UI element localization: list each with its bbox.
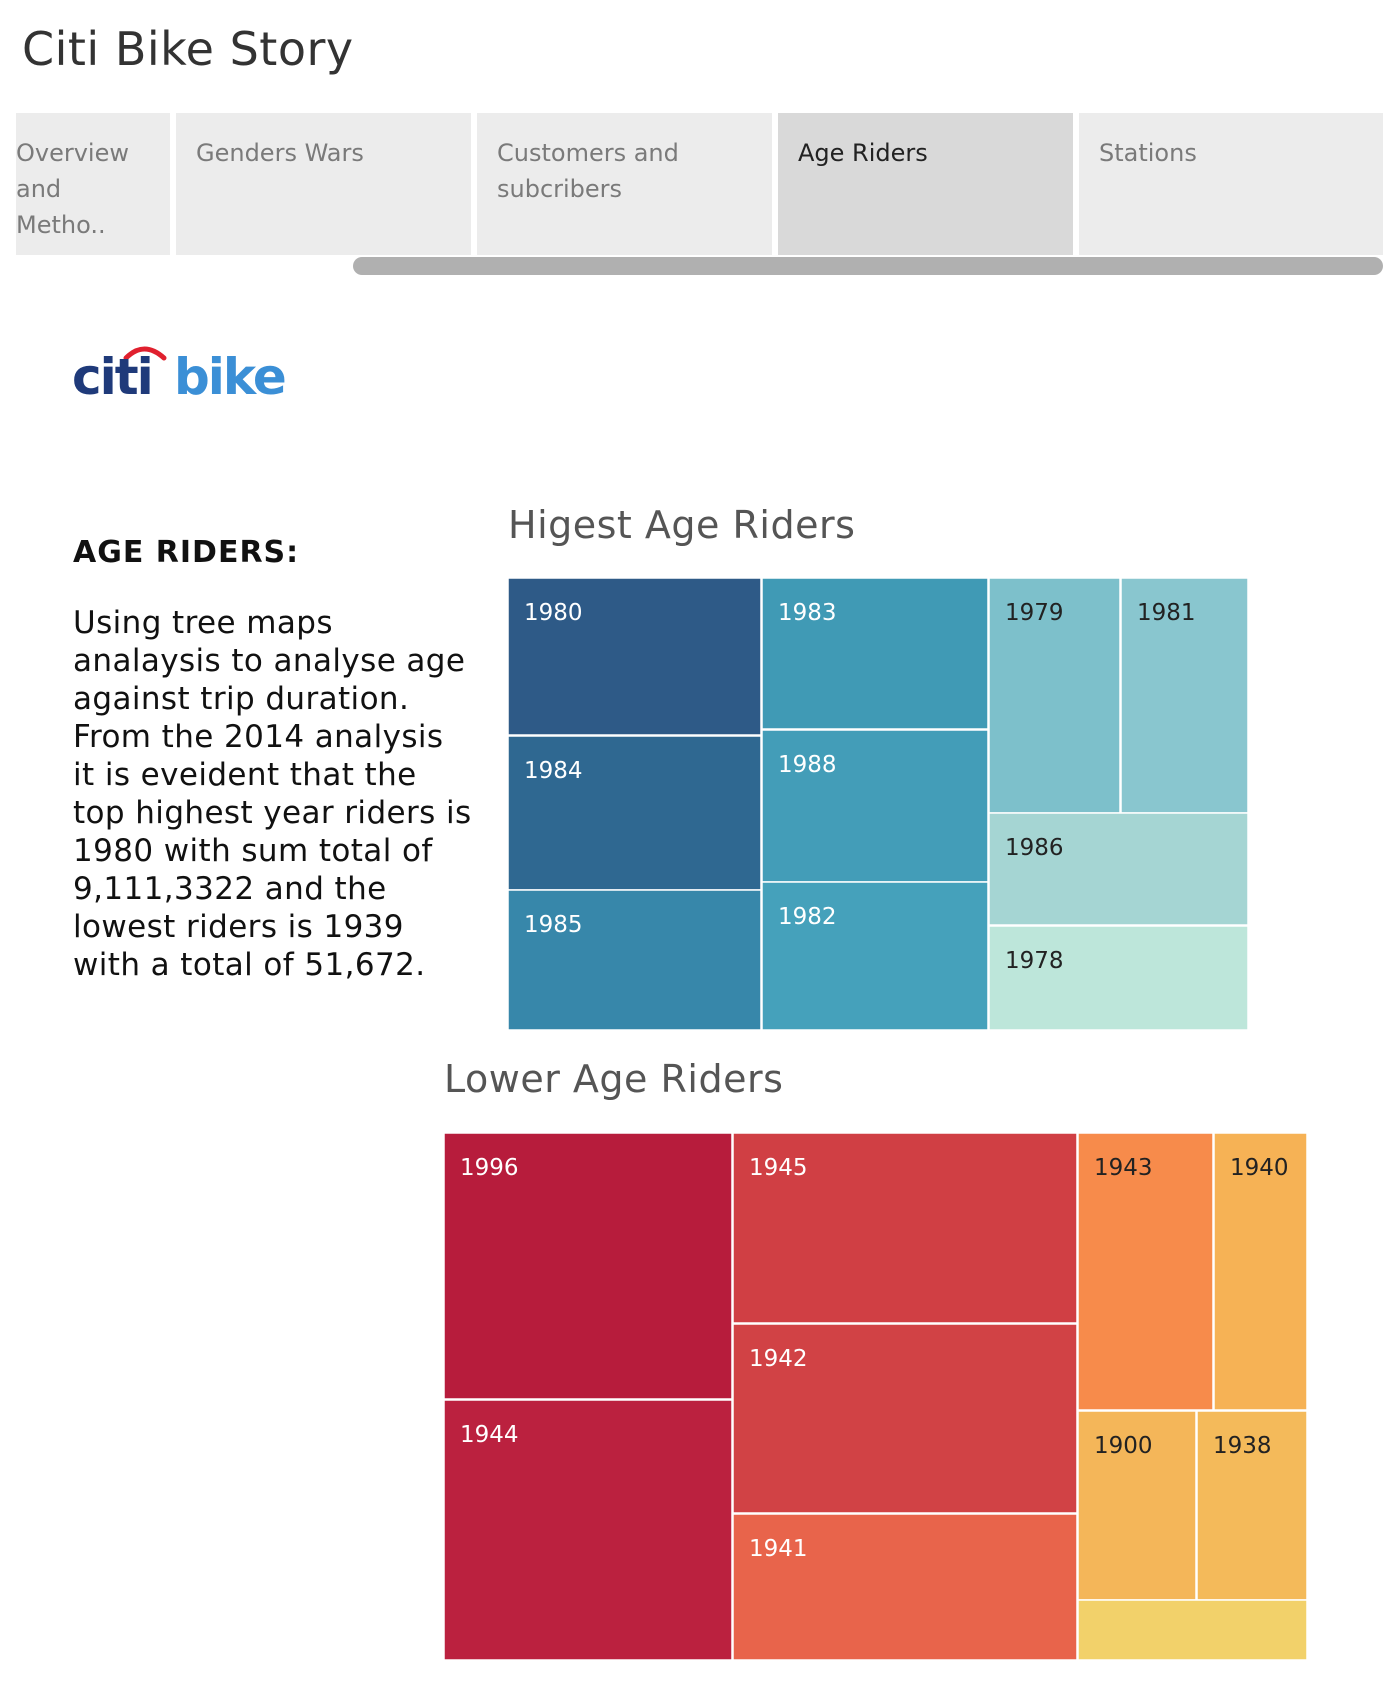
tab-label-line1: Stations bbox=[1099, 139, 1197, 167]
tab-label-line1: Customers and bbox=[497, 139, 679, 167]
treemap-label-1988: 1988 bbox=[778, 752, 837, 778]
treemap-label-1938: 1938 bbox=[1213, 1433, 1272, 1459]
tab-label-line1: Overview bbox=[16, 139, 129, 167]
story-title: Citi Bike Story bbox=[22, 22, 354, 76]
logo-text-citi: citi bbox=[72, 348, 152, 406]
treemap-cell-1942[interactable] bbox=[732, 1323, 1078, 1514]
logo-arc bbox=[123, 346, 167, 361]
highest-chart-title: Higest Age Riders bbox=[508, 503, 856, 547]
treemap-cell-1945[interactable] bbox=[732, 1132, 1078, 1324]
treemap-cell-1900[interactable] bbox=[1077, 1410, 1197, 1601]
treemap-cell-1985[interactable] bbox=[507, 889, 762, 1031]
description-body: Using tree maps analaysis to analyse age… bbox=[73, 605, 472, 983]
tab-customers-subscribers[interactable]: Customers and subcribers bbox=[477, 113, 772, 255]
tab-label-line2: subcribers bbox=[497, 175, 623, 203]
treemap-label-1900: 1900 bbox=[1094, 1433, 1153, 1459]
treemap-label-1984: 1984 bbox=[524, 758, 583, 784]
treemap-cell-1944[interactable] bbox=[443, 1399, 733, 1661]
treemap-cell-1978[interactable] bbox=[988, 925, 1249, 1031]
treemap-cell-1980[interactable] bbox=[507, 577, 762, 736]
treemap-label-1978: 1978 bbox=[1005, 948, 1064, 974]
lower-chart-title: Lower Age Riders bbox=[444, 1057, 784, 1101]
story-tabs: Overview and Metho.. Genders Wars Custom… bbox=[16, 113, 1383, 255]
description-panel: AGE RIDERS: Using tree maps analaysis to… bbox=[73, 535, 473, 984]
treemap-cell-1979[interactable] bbox=[988, 577, 1121, 814]
treemap-label-1980: 1980 bbox=[524, 600, 583, 626]
citibike-logo: citi bike bbox=[72, 346, 287, 406]
treemap-label-1996: 1996 bbox=[460, 1155, 519, 1181]
treemap-label-1940: 1940 bbox=[1230, 1155, 1289, 1181]
treemap-label-1979: 1979 bbox=[1005, 600, 1064, 626]
tab-label-line1: Age Riders bbox=[798, 139, 928, 167]
description-heading: AGE RIDERS: bbox=[73, 535, 300, 570]
treemap-cell-1982[interactable] bbox=[761, 881, 989, 1031]
treemap-cell-1996[interactable] bbox=[443, 1132, 733, 1400]
tabs-scrollbar[interactable] bbox=[353, 257, 1383, 275]
treemap-label-1985: 1985 bbox=[524, 912, 583, 938]
treemap-cell-1988[interactable] bbox=[761, 729, 989, 883]
treemap-cell-unlabeled[interactable] bbox=[1077, 1599, 1308, 1661]
tab-label-line2: and Metho.. bbox=[16, 175, 106, 239]
tab-label-line1: Genders Wars bbox=[196, 139, 364, 167]
treemap-label-1983: 1983 bbox=[778, 600, 837, 626]
tab-genders-wars[interactable]: Genders Wars bbox=[176, 113, 471, 255]
treemap-label-1981: 1981 bbox=[1137, 600, 1196, 626]
treemap-label-1944: 1944 bbox=[460, 1422, 519, 1448]
tab-stations[interactable]: Stations bbox=[1079, 113, 1383, 255]
treemap-cell-1981[interactable] bbox=[1120, 577, 1249, 814]
treemap-label-1945: 1945 bbox=[749, 1155, 808, 1181]
treemap-cell-1940[interactable] bbox=[1213, 1132, 1308, 1411]
treemap-label-1942: 1942 bbox=[749, 1346, 808, 1372]
treemap-cell-1941[interactable] bbox=[732, 1513, 1078, 1661]
treemap-cell-1983[interactable] bbox=[761, 577, 989, 730]
treemap-label-1943: 1943 bbox=[1094, 1155, 1153, 1181]
tab-age-riders[interactable]: Age Riders bbox=[778, 113, 1073, 255]
treemap-cell-1943[interactable] bbox=[1077, 1132, 1214, 1411]
treemap-cell-1986[interactable] bbox=[988, 812, 1249, 926]
treemap-label-1986: 1986 bbox=[1005, 835, 1064, 861]
treemap-label-1941: 1941 bbox=[749, 1536, 808, 1562]
treemap-label-1982: 1982 bbox=[778, 904, 837, 930]
treemap-cell-1984[interactable] bbox=[507, 735, 762, 891]
logo-text-bike: bike bbox=[174, 348, 285, 406]
lower-age-treemap[interactable]: 1996 1944 1945 1942 1941 1943 1940 1900 1938 bbox=[443, 1132, 1308, 1661]
highest-age-treemap[interactable]: 1980 1984 1985 1983 1988 1982 1979 1981 1986 1978 bbox=[507, 577, 1249, 1031]
tab-overview[interactable]: Overview and Metho.. bbox=[16, 113, 170, 255]
